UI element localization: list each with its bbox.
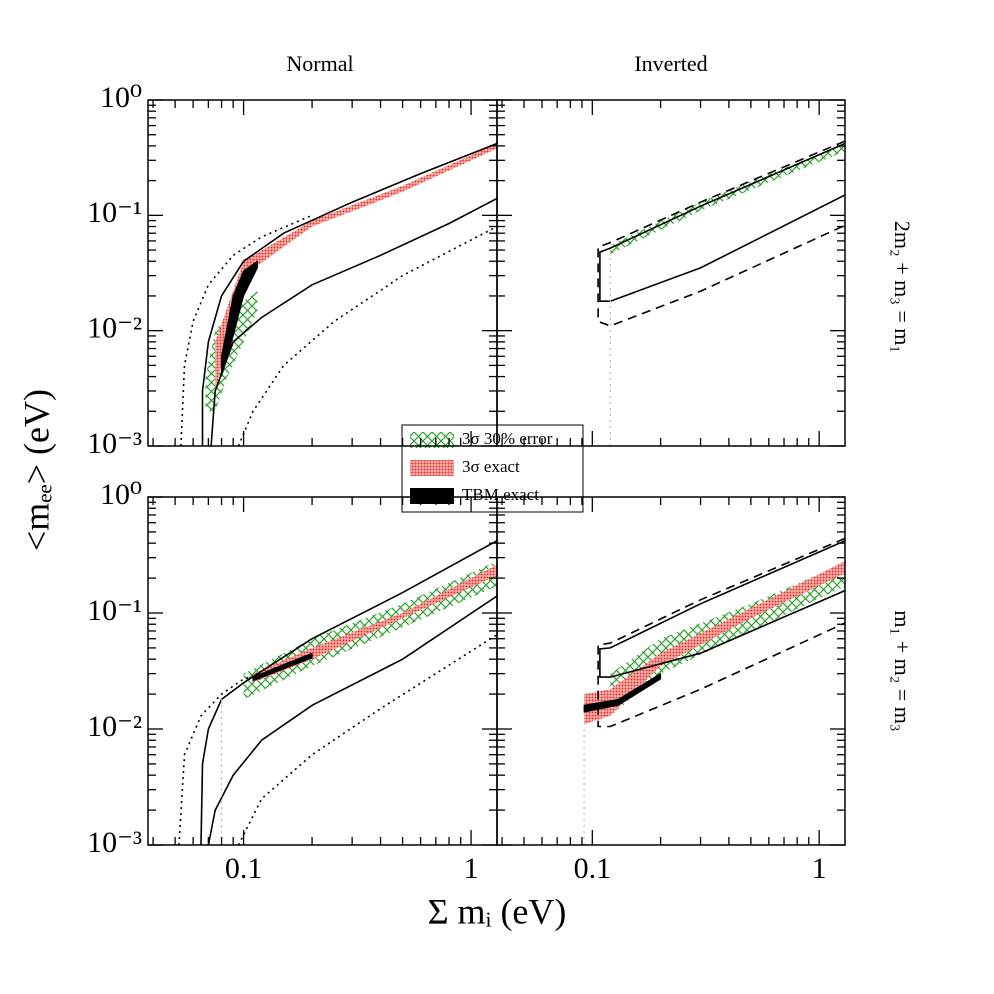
plot-area bbox=[180, 142, 497, 446]
row-label: m₁ + m₂ = m₃ bbox=[890, 610, 915, 731]
x-tick-label: 0.1 bbox=[225, 852, 263, 885]
plot-area bbox=[178, 539, 497, 845]
y-tick-label: 10⁻¹ bbox=[87, 196, 142, 229]
x-tick-label: 1 bbox=[464, 852, 479, 885]
band bbox=[584, 561, 845, 725]
plot-area bbox=[597, 140, 845, 446]
plot-area bbox=[583, 537, 845, 845]
curve bbox=[210, 197, 497, 446]
curve bbox=[237, 634, 497, 845]
curve bbox=[597, 537, 845, 728]
y-tick-label: 10⁻³ bbox=[87, 826, 142, 859]
y-tick-label: 10⁻¹ bbox=[87, 594, 142, 627]
x-tick-label: 0.1 bbox=[574, 852, 612, 885]
x-tick-label: 1 bbox=[812, 852, 827, 885]
legend-swatch bbox=[410, 488, 454, 504]
y-tick-label: 10⁰ bbox=[100, 81, 142, 114]
y-tick-label: 10⁻² bbox=[87, 312, 142, 345]
legend-label: TBM exact bbox=[462, 485, 539, 504]
column-title: Inverted bbox=[634, 51, 707, 76]
column-title: Normal bbox=[286, 51, 353, 76]
panel bbox=[496, 99, 846, 447]
row-label: 2m₂ + m₃ = m₁ bbox=[890, 221, 915, 353]
panel: 0.1 1 bbox=[496, 496, 846, 885]
curve bbox=[200, 539, 497, 845]
panel-frame bbox=[496, 99, 846, 447]
curve bbox=[599, 539, 845, 678]
x-axis-label: Σ mᵢ (eV) bbox=[428, 891, 567, 931]
y-tick-label: 10⁻² bbox=[87, 710, 142, 743]
band bbox=[252, 652, 313, 682]
legend-label: 3σ 30% error bbox=[462, 429, 553, 448]
band bbox=[610, 143, 845, 255]
legend-label: 3σ exact bbox=[462, 457, 520, 476]
curve bbox=[207, 595, 497, 845]
curve bbox=[597, 140, 845, 327]
curve bbox=[599, 142, 845, 302]
panel-frame bbox=[496, 496, 846, 846]
band bbox=[583, 672, 662, 713]
panel-frame bbox=[147, 496, 498, 846]
curve bbox=[178, 672, 262, 845]
y-tick-label: 10⁻³ bbox=[87, 427, 142, 460]
panel: 10⁻³ 10⁻² 10⁻¹ 10⁰ bbox=[87, 81, 498, 460]
y-axis-label: <mₑₑ> (eV) bbox=[16, 389, 56, 551]
curve bbox=[237, 225, 497, 446]
panel: 0.1 1 10⁻³ 10⁻² 10⁻¹ 10⁰ bbox=[87, 478, 498, 885]
panel-frame bbox=[147, 99, 498, 447]
legend-swatch bbox=[410, 460, 454, 476]
y-tick-label: 10⁰ bbox=[100, 478, 142, 511]
legend: 3σ 30% error 3σ exact TBM exact bbox=[401, 424, 584, 513]
curve bbox=[201, 142, 497, 446]
band bbox=[253, 564, 497, 683]
